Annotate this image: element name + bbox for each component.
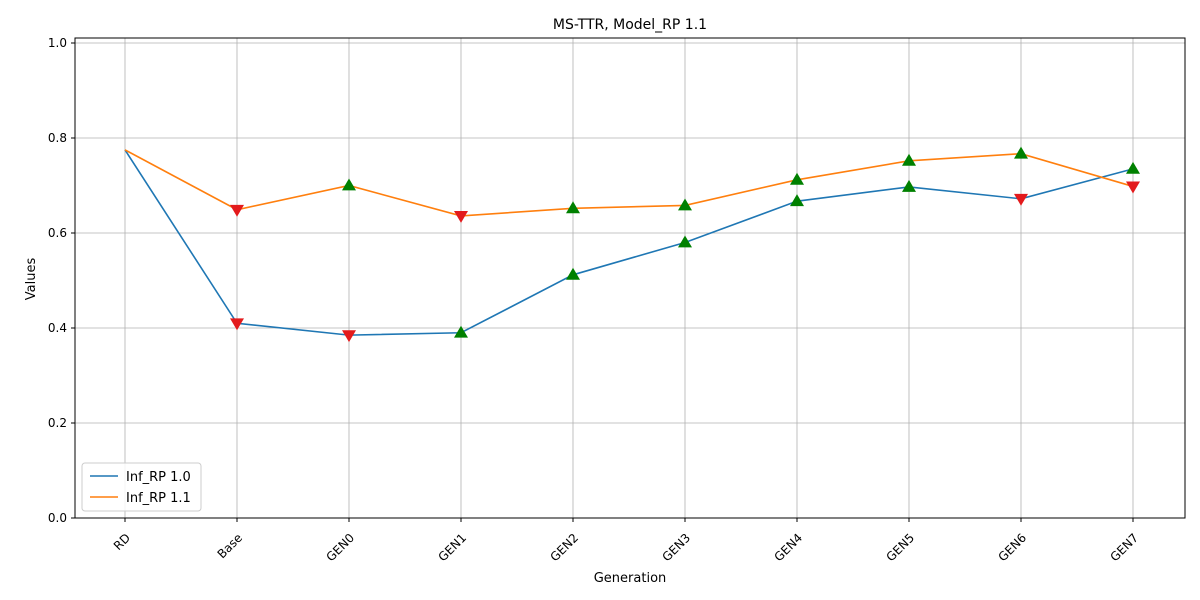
marker-up — [342, 178, 356, 191]
marker-down — [230, 318, 244, 331]
marker-down — [1126, 181, 1140, 194]
x-tick-label: GEN1 — [436, 531, 470, 565]
marker-up — [1014, 146, 1028, 159]
y-axis-label: Values — [24, 258, 39, 301]
marker-up — [566, 267, 580, 280]
marker-up — [1126, 161, 1140, 174]
legend: Inf_RP 1.0 Inf_RP 1.1 — [81, 462, 202, 512]
marker-up — [566, 201, 580, 214]
y-tick-label: 1.0 — [48, 36, 67, 50]
marker-up — [902, 179, 916, 192]
marker-up — [790, 172, 804, 185]
y-tick-label: 0.0 — [48, 511, 67, 525]
marker-down — [342, 330, 356, 343]
y-tick-label: 0.8 — [48, 131, 67, 145]
series-lines — [124, 149, 1134, 336]
marker-up — [790, 194, 804, 207]
markers — [230, 146, 1140, 343]
legend-box — [81, 462, 202, 512]
series-line-inf-rp-1-1 — [124, 149, 1134, 217]
x-tick-label: GEN2 — [548, 531, 582, 565]
x-tick-label: Base — [215, 531, 246, 562]
y-tick-label: 0.4 — [48, 321, 67, 335]
x-tick-label: GEN4 — [772, 531, 806, 565]
x-axis-label: Generation — [594, 571, 667, 586]
marker-up — [678, 198, 692, 211]
x-tick-label: GEN3 — [660, 531, 694, 565]
plot-frame — [74, 37, 1186, 519]
x-tick-label: GEN0 — [324, 531, 358, 565]
x-tick-label: GEN5 — [884, 531, 918, 565]
legend-label-inf-rp-1-0: Inf_RP 1.0 — [126, 470, 191, 485]
y-tick-label: 0.2 — [48, 416, 67, 430]
grid — [75, 38, 1185, 519]
marker-up — [454, 325, 468, 338]
x-tick-label: GEN6 — [996, 531, 1030, 565]
marker-up — [902, 153, 916, 166]
y-tick-label: 0.6 — [48, 226, 67, 240]
y-axis: 0.0 0.2 0.4 0.6 0.8 1.0 — [48, 36, 75, 525]
x-tick-label: GEN7 — [1108, 531, 1142, 565]
marker-down — [230, 204, 244, 217]
legend-label-inf-rp-1-1: Inf_RP 1.1 — [126, 491, 191, 506]
x-tick-label: RD — [111, 531, 133, 553]
chart-title: MS-TTR, Model_RP 1.1 — [553, 17, 707, 33]
x-axis: RD Base GEN0 GEN1 GEN2 GEN3 GEN4 GEN5 GEN6 GEN7 — [111, 518, 1141, 564]
marker-up — [678, 235, 692, 248]
marker-down — [1014, 193, 1028, 206]
marker-down — [454, 211, 468, 223]
series-line-inf-rp-1-0 — [124, 149, 1134, 336]
